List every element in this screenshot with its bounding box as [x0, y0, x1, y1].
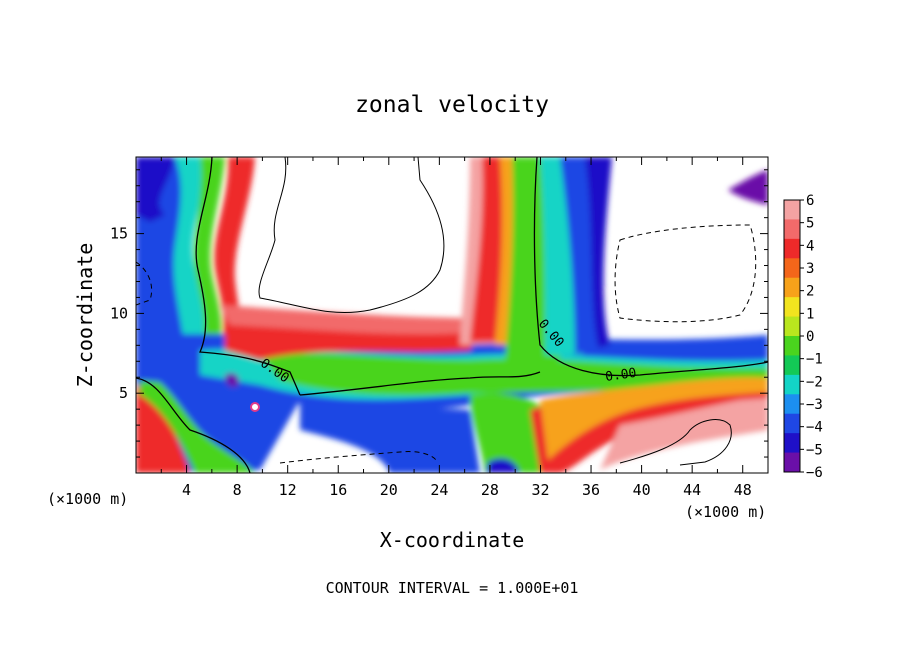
colorbar-label: −4: [806, 420, 823, 436]
field-band-pink: [220, 305, 480, 335]
colorbar-swatch: [784, 297, 800, 318]
contour-zero-lowerleft: [136, 377, 251, 473]
field-band-green: [260, 353, 768, 396]
field-left-green: [193, 157, 225, 352]
colorbar-label: 6: [806, 193, 814, 209]
contour-left-dashed: [136, 261, 153, 306]
colorbar-swatch: [784, 219, 800, 240]
contour-labels: 0.000.000.00: [257, 317, 637, 387]
field-left-bottom-purple: [225, 373, 239, 387]
field-lowmid-orange: [540, 377, 768, 460]
contour-zero-mid: [299, 371, 541, 396]
x-tick-label: 12: [279, 481, 297, 499]
colorbar-swatch: [784, 277, 800, 298]
colorbar-swatch: [784, 238, 800, 259]
colorbar-label: 3: [806, 261, 814, 277]
x-tick-label: 24: [430, 481, 448, 499]
colorbar-label: −6: [806, 465, 823, 481]
field-lowerleft-green: [140, 370, 255, 473]
y-tick-label: 5: [119, 384, 128, 402]
x-tick-label: 4: [182, 481, 191, 499]
contour-lowcenter-dashed: [279, 451, 437, 464]
x-tick-label: 48: [734, 481, 752, 499]
x-tick-label: 20: [380, 481, 398, 499]
y-axis: 5 10 15: [110, 169, 768, 458]
field-left-cyan: [173, 157, 209, 350]
colorbar-swatch: [784, 374, 800, 395]
field-left-red: [214, 157, 255, 350]
contour-upper-solid: [258, 157, 445, 313]
contour-zero-left: [195, 157, 301, 396]
colorbar-swatch: [784, 452, 800, 473]
x-axis-label: X-coordinate: [380, 528, 525, 552]
colorbar-swatch: [784, 355, 800, 376]
colorbar-label: −1: [806, 352, 823, 368]
colorbar-label: −3: [806, 397, 823, 413]
x-tick-label: 32: [531, 481, 549, 499]
field-lowerleft-red: [136, 385, 190, 473]
colorbar-swatch: [784, 433, 800, 454]
x-tick-label: 16: [329, 481, 347, 499]
contour-label: 0.00: [604, 366, 637, 385]
chart-title: zonal velocity: [355, 92, 549, 118]
colorbar-label: 5: [806, 216, 814, 232]
contour-right-dashed: [614, 224, 757, 323]
x-tick-label: 40: [633, 481, 651, 499]
field-upright-purple: [728, 170, 768, 205]
contour-interval-footer: CONTOUR INTERVAL = 1.000E+01: [326, 579, 579, 597]
velocity-field: [136, 157, 768, 473]
colorbar-label: 0: [806, 329, 814, 345]
x-tick-label: 36: [582, 481, 600, 499]
field-band-red: [225, 320, 480, 360]
x-tick-label: 44: [683, 481, 701, 499]
contour-zero-center: [533, 157, 768, 377]
contour-lines: [136, 157, 768, 473]
colorbar: 6 5 4 3 2 1 0 −1 −2 −3 −4 −5 −6: [783, 193, 823, 481]
colorbar-label: −2: [806, 374, 823, 390]
colorbar-swatch: [784, 336, 800, 356]
colorbar-label: 1: [806, 306, 814, 322]
y-tick-label: 10: [110, 304, 128, 322]
x-axis: 4 8 12 16 20 24 28 32 36 40 44 48: [160, 157, 752, 499]
y-axis-label: Z-coordinate: [73, 243, 97, 388]
field-white-spot: [250, 402, 260, 412]
field-purple-blob: [486, 458, 520, 473]
colorbar-label: 4: [806, 238, 814, 254]
field-left-purple: [136, 157, 175, 222]
x-unit-right: (×1000 m): [685, 503, 766, 521]
plot-frame: [135, 156, 769, 474]
x-tick-label: 28: [481, 481, 499, 499]
colorbar-swatch: [784, 200, 800, 220]
field-lowmid-green: [470, 393, 545, 473]
y-tick-label: 15: [110, 225, 128, 243]
x-tick-label: 8: [233, 481, 242, 499]
colorbar-swatch: [784, 316, 800, 337]
colorbar-swatch: [784, 413, 800, 434]
x-unit-left: (×1000 m): [47, 490, 128, 508]
colorbar-label: −5: [806, 442, 823, 458]
field-lowmid-blue: [300, 395, 480, 473]
field-lowright-pink: [600, 398, 768, 470]
contour-lower-solid: [619, 419, 732, 466]
colorbar-label: 2: [806, 284, 814, 300]
field-jet-purple: [585, 157, 612, 348]
colorbar-swatch: [784, 258, 800, 279]
colorbar-swatch: [784, 394, 800, 415]
